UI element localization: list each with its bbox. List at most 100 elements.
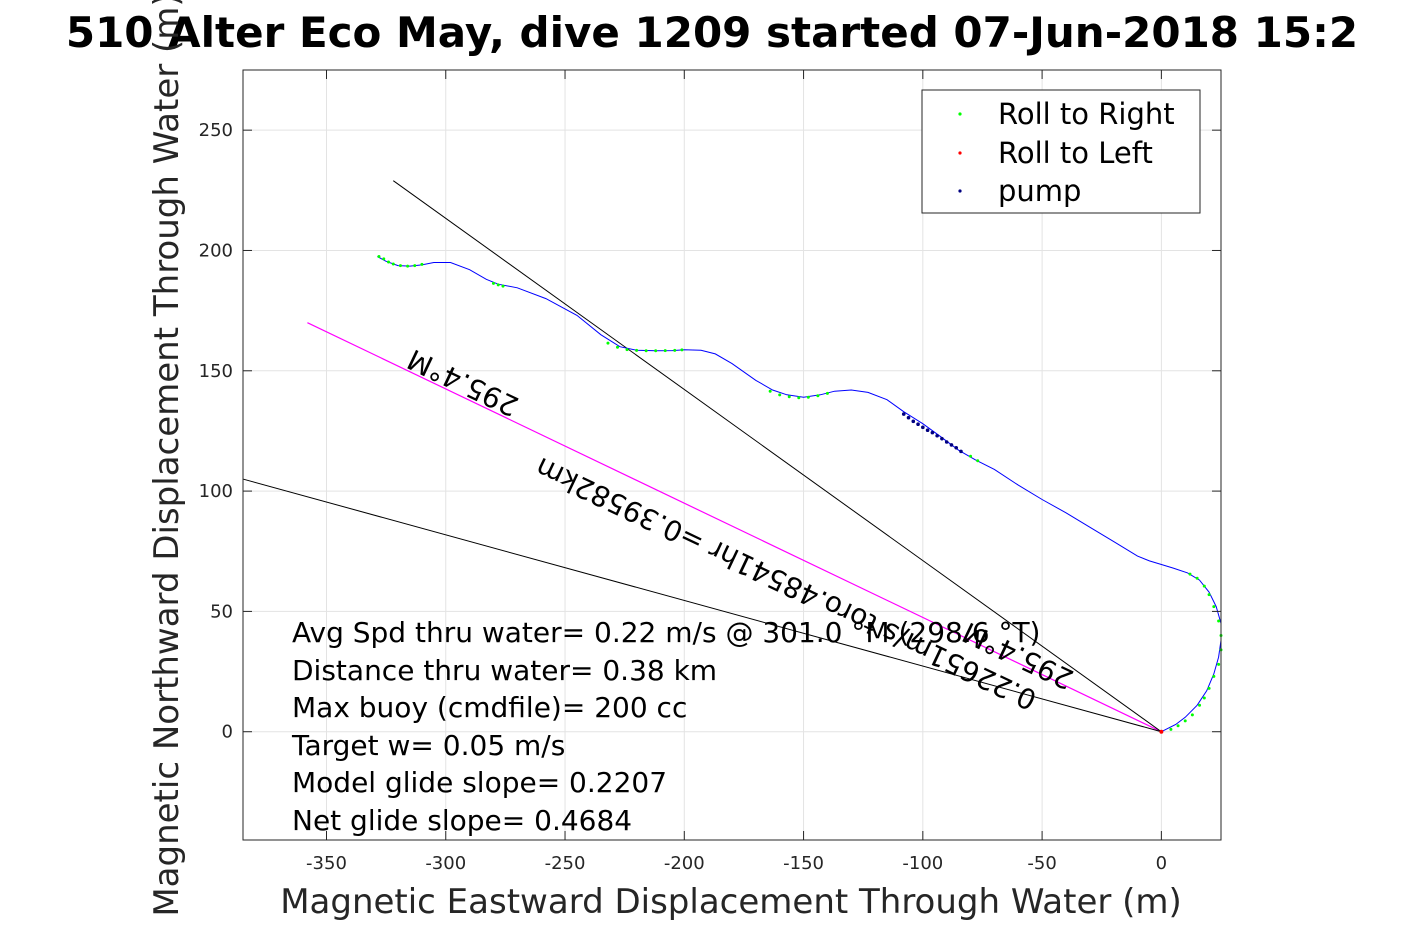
legend-label-pump: pump (998, 174, 1081, 208)
x-tick-label: -100 (902, 853, 943, 874)
pump-point (954, 445, 959, 450)
roll-right-point (969, 454, 973, 458)
legend-box (921, 89, 1201, 214)
x-axis-label: Magnetic Eastward Displacement Through W… (280, 882, 1182, 922)
y-tick-label: 200 (199, 240, 233, 261)
plot-frame (242, 69, 1222, 841)
annotation-max-buoy: Max buoy (cmdfile)= 200 cc (292, 691, 687, 724)
pump-point (911, 419, 916, 424)
legend-label-roll-right: Roll to Right (998, 97, 1175, 131)
y-axis-label: Magnetic Northward Displacement Through … (147, 0, 187, 917)
annotation-avg-speed: Avg Spd thru water= 0.22 m/s @ 301.0 °M … (292, 616, 1040, 649)
roll-right-point (1212, 674, 1216, 678)
roll-right-point (1212, 605, 1216, 609)
tick-marks (243, 70, 1221, 840)
roll-right-point (654, 349, 658, 353)
x-tick-labels: -350 -300 -250 -200 -150 -100 -50 0 (306, 853, 1167, 874)
pump-point (921, 425, 925, 430)
pump-point (930, 430, 935, 435)
heading-far-label: 295.4°M (402, 342, 523, 423)
roll-right-point (1169, 727, 1173, 731)
roll-right-point (1207, 686, 1211, 690)
roll-right-point (606, 341, 610, 345)
roll-right-point (398, 264, 402, 268)
legend-marker-roll-left (958, 151, 962, 155)
x-tick-label: -250 (545, 853, 586, 874)
roll-right-point (406, 264, 410, 268)
roll-right-point (377, 254, 381, 258)
x-tick-label: -50 (1027, 853, 1056, 874)
data-layer (242, 180, 1223, 734)
bound-line (392, 180, 1162, 733)
roll-right-point (1176, 724, 1180, 728)
chart-title: 510 Alter Eco May, dive 1209 started 07-… (66, 8, 1358, 57)
roll-right-point (976, 459, 980, 463)
x-tick-label: -200 (664, 853, 705, 874)
roll-right-point (391, 262, 395, 266)
roll-right-point (1195, 576, 1199, 580)
pump-point (925, 428, 930, 433)
y-tick-label: 150 (199, 361, 233, 382)
roll-right-point (1207, 593, 1211, 597)
roll-right-point (496, 283, 500, 287)
pump-point (944, 440, 949, 444)
roll-left-point (1159, 729, 1164, 734)
legend-marker-roll-right (958, 112, 962, 116)
roll-right-point (625, 348, 629, 352)
y-tick-labels: 0 50 100 150 200 250 (199, 120, 233, 743)
annotations: Avg Spd thru water= 0.22 m/s @ 301.0 °M … (291, 616, 1040, 837)
pump-point (949, 443, 954, 447)
roll-right-point (382, 257, 386, 261)
y-tick-label: 0 (222, 722, 233, 743)
roll-right-point (616, 345, 620, 349)
annotation-model-glide: Model glide slope= 0.2207 (292, 766, 667, 799)
x-tick-label: -350 (306, 853, 347, 874)
roll-right-point (1217, 662, 1221, 666)
y-tick-label: 50 (210, 601, 233, 622)
pump-point (935, 433, 939, 438)
y-tick-label: 250 (199, 120, 233, 141)
legend-marker-pump (958, 189, 962, 193)
bound-line (242, 478, 1162, 733)
roll-right-point (1217, 619, 1221, 623)
pump-point (940, 436, 944, 441)
roll-right-point (413, 264, 417, 268)
roll-right-point (635, 348, 639, 352)
roll-right-point (387, 260, 391, 264)
annotation-target-w: Target w= 0.05 m/s (291, 729, 565, 762)
roll-right-point (797, 396, 801, 400)
x-tick-label: -300 (425, 853, 466, 874)
pump-point (906, 415, 911, 420)
roll-right-point (1183, 719, 1187, 723)
roll-right-point (663, 349, 667, 353)
pump-point (916, 422, 920, 427)
annotation-distance: Distance thru water= 0.38 km (292, 654, 717, 687)
x-tick-label: -150 (783, 853, 824, 874)
roll-right-point (644, 349, 648, 353)
roll-right-point (825, 391, 829, 395)
roll-right-point (680, 348, 684, 352)
roll-right-point (501, 284, 505, 288)
y-tick-label: 100 (199, 481, 233, 502)
x-tick-label: 0 (1156, 853, 1167, 874)
roll-right-point (816, 394, 820, 398)
roll-right-point (806, 395, 810, 399)
track-line (377, 256, 1222, 733)
roll-right-point (1190, 713, 1194, 717)
roll-right-point (1202, 696, 1206, 700)
roll-right-point (491, 281, 495, 285)
roll-right-point (787, 395, 791, 399)
legend: Roll to Right Roll to Left pump (921, 89, 1201, 214)
roll-right-point (1188, 572, 1192, 576)
legend-label-roll-left: Roll to Left (998, 136, 1153, 170)
annotation-net-glide: Net glide slope= 0.4684 (292, 804, 632, 837)
roll-right-point (1198, 703, 1202, 707)
pump-point (901, 412, 906, 416)
roll-right-point (1202, 584, 1206, 588)
pump-point (959, 449, 963, 454)
roll-right-point (673, 348, 677, 352)
roll-right-point (778, 393, 782, 397)
roll-right-point (420, 262, 424, 266)
heading-line (307, 322, 1162, 733)
